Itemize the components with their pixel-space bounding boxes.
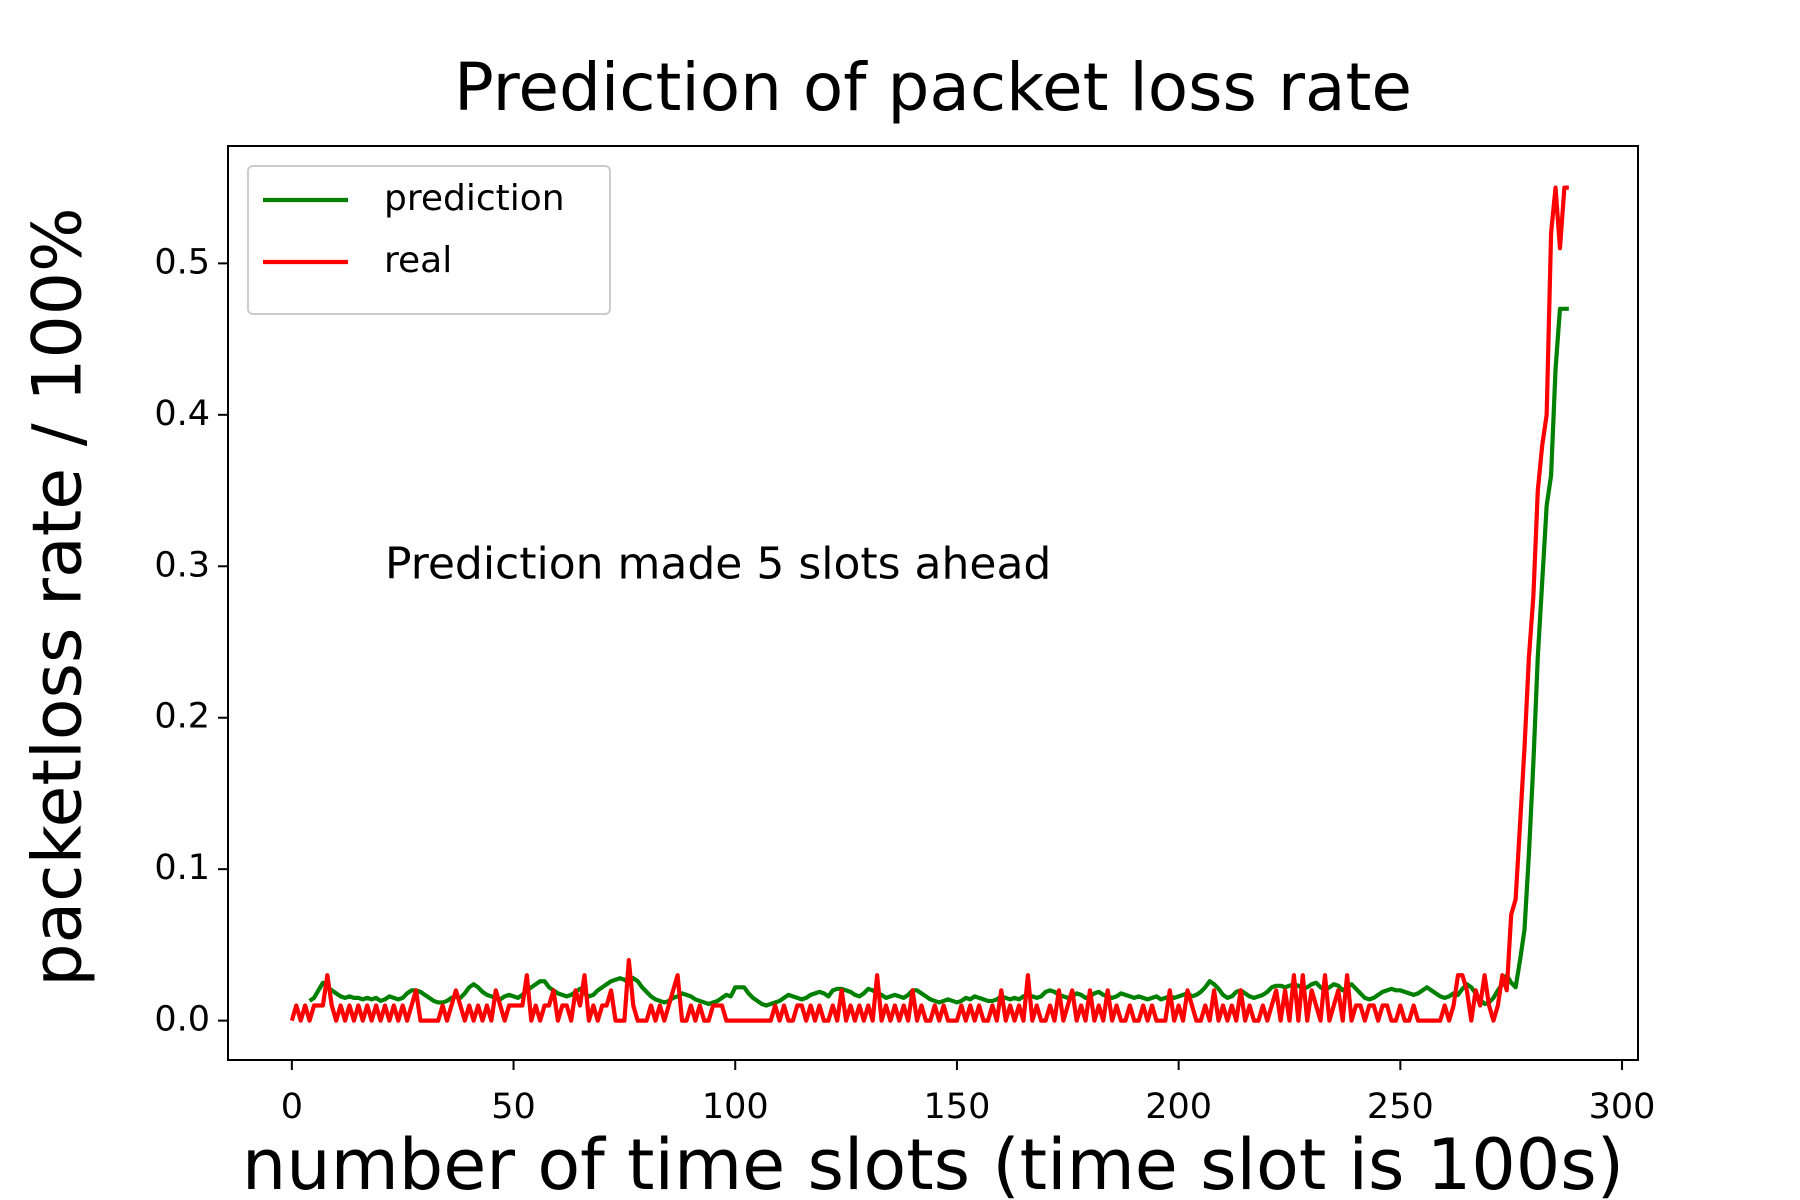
chart-title: Prediction of packet loss rate xyxy=(454,49,1412,126)
plot-frame xyxy=(227,145,1639,1061)
y-tick-label: 0.4 xyxy=(154,394,210,434)
y-tick-label: 0.0 xyxy=(154,1000,210,1040)
y-tick-label: 0.1 xyxy=(154,848,210,888)
x-tick-label: 150 xyxy=(924,1087,991,1127)
data-line xyxy=(289,185,1569,1023)
x-tick-label: 300 xyxy=(1589,1087,1656,1127)
annotation: Prediction made 5 slots ahead xyxy=(385,538,1051,589)
x-tick-label: 200 xyxy=(1145,1087,1212,1127)
y-tick-label: 0.5 xyxy=(154,242,210,282)
x-tick-label: 0 xyxy=(281,1087,303,1127)
y-tick-label: 0.2 xyxy=(154,697,210,737)
y-tick-label: 0.3 xyxy=(154,545,210,585)
x-tick-label: 50 xyxy=(491,1087,536,1127)
y-axis-label: packetloss rate / 100% xyxy=(19,207,98,986)
legend-label: prediction xyxy=(384,178,565,219)
x-tick-label: 250 xyxy=(1367,1087,1434,1127)
data-line xyxy=(308,306,1569,1008)
legend-box xyxy=(247,165,611,315)
x-axis-label: number of time slots (time slot is 100s) xyxy=(242,1124,1624,1200)
legend-label: real xyxy=(384,240,452,281)
x-tick-label: 100 xyxy=(702,1087,769,1127)
